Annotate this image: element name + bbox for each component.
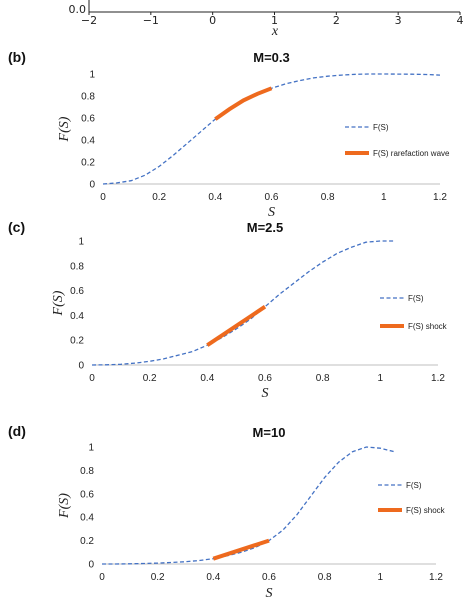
x-tick-label: 1.2 <box>433 192 447 203</box>
legend-label: F(S) rarefaction wave <box>373 149 450 158</box>
y-tick-label: 0.8 <box>80 466 94 477</box>
y-axis-label: F(S) <box>57 493 72 519</box>
x-tick-label: 1.2 <box>429 572 443 583</box>
top-strip-x-ticks: −2 −1 0 1 2 3 4 <box>81 12 464 27</box>
panel-b: (b) M=0.3 0 0.2 0.4 0.6 0.8 1 0 0.2 0.4 0.6 0.8 1 1.2 S… <box>8 49 450 220</box>
series-line-fs <box>91 240 395 366</box>
top-x-tick-label: 4 <box>457 14 464 27</box>
x-tick-label: 1.2 <box>431 373 445 384</box>
y-axis-label: F(S) <box>51 290 66 316</box>
y-tick-label: 0.2 <box>80 536 94 547</box>
legend-label: F(S) <box>406 481 422 490</box>
panel-d: (d) M=10 0 0.2 0.4 0.6 0.8 1 0 0.2 0.4 0.6 0.8 1 1.2 S F… <box>8 423 446 601</box>
x-axis-label: S <box>268 205 275 220</box>
y-tick-label: 0 <box>78 361 84 372</box>
legend-label: F(S) <box>408 294 424 303</box>
y-tick-label: 1 <box>88 443 94 454</box>
y-tick-label: 1 <box>89 70 95 81</box>
top-x-tick-label: −2 <box>81 14 97 27</box>
top-x-tick-label: −1 <box>143 14 159 27</box>
y-tick-label: 1 <box>78 237 84 248</box>
x-tick-label: 0.6 <box>258 373 272 384</box>
top-x-tick-label: 2 <box>333 14 340 27</box>
panel-letter: (b) <box>8 49 26 65</box>
x-tick-label: 0.8 <box>318 572 332 583</box>
series-line-highlight <box>206 305 267 347</box>
series-line-fs <box>102 446 395 565</box>
y-axis-label: F(S) <box>57 116 72 142</box>
top-x-tick-label: 0 <box>209 14 216 27</box>
y-tick-label: 0.4 <box>81 136 95 147</box>
y-tick-label: 0.2 <box>81 158 95 169</box>
legend-label: F(S) shock <box>406 506 446 515</box>
legend-label: F(S) shock <box>408 322 448 331</box>
top-x-tick-label: 1 <box>271 14 278 27</box>
y-tick-label: 0.6 <box>80 489 94 500</box>
x-tick-label: 1 <box>378 373 384 384</box>
x-tick-label: 0 <box>89 373 95 384</box>
x-tick-label: 0.6 <box>265 192 279 203</box>
x-tick-label: 0 <box>99 572 105 583</box>
y-tick-label: 0.2 <box>70 336 84 347</box>
chart-title: M=10 <box>253 425 286 440</box>
y-tick-label: 0.8 <box>70 261 84 272</box>
x-tick-label: 0.4 <box>206 572 220 583</box>
panel-letter: (d) <box>8 423 26 439</box>
top-strip-y-tick: 0.0 <box>69 3 87 16</box>
x-tick-label: 1 <box>381 192 387 203</box>
x-tick-label: 0.2 <box>143 373 157 384</box>
series-line-fs <box>102 73 441 185</box>
chart-title: M=0.3 <box>253 50 290 65</box>
y-tick-label: 0 <box>89 180 95 191</box>
chart-title: M=2.5 <box>247 220 284 235</box>
series-line-highlight <box>212 538 270 561</box>
x-tick-label: 0.8 <box>316 373 330 384</box>
legend-label: F(S) <box>373 123 389 132</box>
x-axis-label: S <box>262 386 269 401</box>
series-line-highlight <box>214 86 273 121</box>
y-tick-label: 0.6 <box>70 286 84 297</box>
x-tick-label: 0.2 <box>151 572 165 583</box>
top-x-tick-label: 3 <box>395 14 402 27</box>
x-tick-label: 1 <box>378 572 384 583</box>
top-strip-x-label: x <box>271 24 279 39</box>
top-strip: 0.0 −2 −1 0 1 2 3 4 x <box>69 0 464 39</box>
y-tick-label: 0.6 <box>81 114 95 125</box>
x-axis-label: S <box>266 586 273 601</box>
panel-letter: (c) <box>8 219 25 235</box>
y-tick-label: 0 <box>88 560 94 571</box>
y-tick-label: 0.4 <box>80 513 94 524</box>
x-tick-label: 0.4 <box>200 373 214 384</box>
x-tick-label: 0.4 <box>208 192 222 203</box>
x-tick-label: 0 <box>100 192 106 203</box>
y-tick-label: 0.8 <box>81 92 95 103</box>
y-tick-label: 0.4 <box>70 311 84 322</box>
x-tick-label: 0.6 <box>262 572 276 583</box>
x-tick-label: 0.8 <box>321 192 335 203</box>
panel-c: (c) M=2.5 0 0.2 0.4 0.6 0.8 1 0 0.2 0.4 0.6 0.8 1 1.2 S… <box>8 219 448 401</box>
x-tick-label: 0.2 <box>152 192 166 203</box>
